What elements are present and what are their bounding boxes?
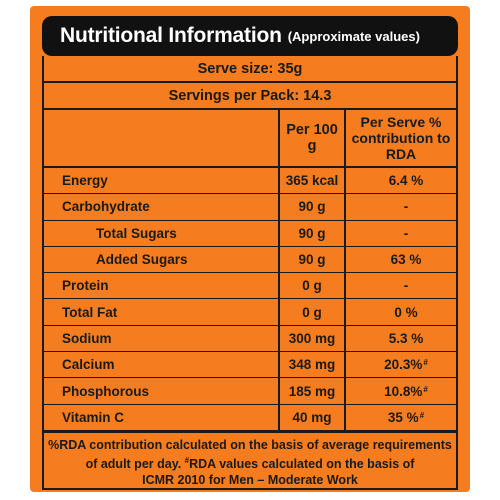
nutrient-name: Total Sugars <box>96 225 177 241</box>
serve-size-row: Serve size: 35g <box>44 56 456 83</box>
nutrient-name: Protein <box>62 278 109 294</box>
nutrient-rda-cell: - <box>344 194 456 220</box>
nutrient-per-100g: 0 g <box>278 299 344 325</box>
header-blank-cell <box>44 110 278 166</box>
rda-footnote-mark: # <box>423 384 428 394</box>
nutrient-row: Total Sugars 90 g - <box>44 220 456 247</box>
nutrient-row: Phosphorous 185 mg 10.8% # <box>44 378 456 405</box>
nutrient-rda-cell: 6.4 % <box>344 168 456 194</box>
nutrient-rda: 63 % <box>390 252 422 268</box>
nutrient-row: Calcium 348 mg 20.3% # <box>44 352 456 379</box>
nutrition-panel: Nutritional Information (Approximate val… <box>30 6 470 492</box>
nutrient-row: Total Fat 0 g 0 % <box>44 299 456 326</box>
header-per-serve-rda: Per Serve % contribution to RDA <box>344 110 456 166</box>
nutrient-rda-cell: 5.3 % <box>344 325 456 352</box>
nutrient-name: Carbohydrate <box>62 199 150 215</box>
nutrient-name: Calcium <box>62 357 115 373</box>
footnote-line-2b: RDA values calculated on the basis of <box>189 457 415 472</box>
nutrient-rda-cell: 10.8% # <box>344 378 456 404</box>
nutrient-per-100g: 90 g <box>278 220 344 246</box>
nutrient-rows: Energy 365 kcal 6.4 % Carbohydrate 90 g - Tota… <box>44 168 456 431</box>
nutrient-rda-cell: 0 % <box>344 299 456 325</box>
nutrient-rda: 10.8% <box>384 383 423 399</box>
nutrient-name: Sodium <box>62 330 112 346</box>
nutrient-rda: - <box>403 199 409 215</box>
nutrient-row: Carbohydrate 90 g - <box>44 194 456 221</box>
nutrient-row: Sodium 300 mg 5.3 % <box>44 325 456 353</box>
nutrient-per-100g: 348 mg <box>278 352 344 378</box>
rda-footnote-mark: # <box>419 410 425 420</box>
nutrient-rda-cell: - <box>344 273 456 299</box>
nutrient-per-100g: 365 kcal <box>278 168 344 194</box>
nutrient-name: Energy <box>62 173 108 189</box>
nutrient-row: Protein 0 g - <box>44 273 456 300</box>
nutrient-per-100g: 90 g <box>278 246 344 273</box>
nutrient-rda-cell: 20.3% # <box>344 352 456 378</box>
footnote-line-3: ICMR 2010 for Men – Moderate Work <box>142 473 358 488</box>
nutrient-rda: - <box>403 278 409 294</box>
column-header-row: Per 100 g Per Serve % contribution to RD… <box>44 110 456 168</box>
footnote-mark: # <box>184 455 190 465</box>
nutrient-row: Vitamin C 40 mg 35 % # <box>44 404 456 431</box>
title-bar: Nutritional Information (Approximate val… <box>42 16 458 56</box>
nutrient-rda: 5.3 % <box>388 330 424 346</box>
header-per-100g: Per 100 g <box>278 110 344 166</box>
nutrient-row: Added Sugars 90 g 63 % <box>44 246 456 274</box>
nutrient-name: Vitamin C <box>62 409 125 425</box>
footnote-line-2a: of adult per day. <box>85 457 185 472</box>
nutrient-rda: - <box>403 225 409 241</box>
nutrient-per-100g: 40 mg <box>278 404 344 430</box>
nutrient-rda-cell: - <box>344 220 456 246</box>
nutrient-per-100g: 300 mg <box>278 325 344 352</box>
nutrient-name: Total Fat <box>62 304 118 320</box>
nutrition-table: Serve size: 35g Servings per Pack: 14.3 … <box>42 56 458 491</box>
nutrient-per-100g: 0 g <box>278 273 344 299</box>
footnote-line-2: of adult per day. #RDA values calculated… <box>48 453 452 472</box>
nutrient-rda: 6.4 % <box>388 173 424 189</box>
nutrient-rda-cell: 63 % <box>344 246 456 273</box>
servings-per-pack-row: Servings per Pack: 14.3 <box>44 83 456 110</box>
nutrient-name: Phosphorous <box>62 383 149 399</box>
nutrient-per-100g: 90 g <box>278 194 344 220</box>
nutrition-title: Nutritional Information <box>60 24 282 47</box>
footnote-line-1: %RDA contribution calculated on the basi… <box>48 437 452 452</box>
nutrient-rda: 20.3% <box>384 357 423 373</box>
nutrient-rda: 0 % <box>394 304 418 320</box>
nutrition-subtitle: (Approximate values) <box>287 28 420 44</box>
footnote: %RDA contribution calculated on the basi… <box>44 430 456 488</box>
nutrient-rda: 35 % <box>387 409 419 425</box>
nutrient-rda-cell: 35 % # <box>344 404 456 430</box>
nutrient-row: Energy 365 kcal 6.4 % <box>44 168 456 195</box>
rda-footnote-mark: # <box>423 358 428 368</box>
nutrient-name: Added Sugars <box>96 252 188 268</box>
nutrient-per-100g: 185 mg <box>278 378 344 404</box>
